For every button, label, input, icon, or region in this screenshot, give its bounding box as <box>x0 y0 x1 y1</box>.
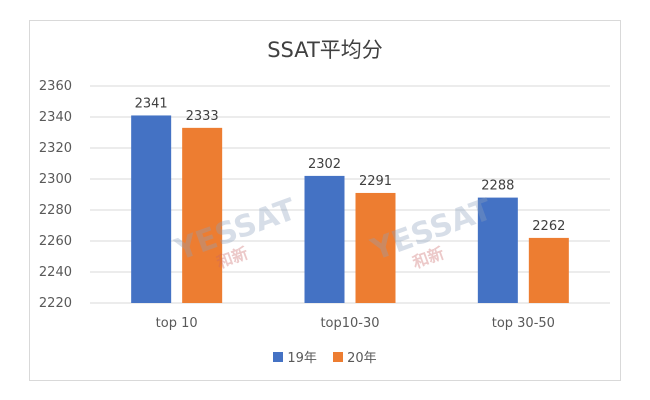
y-tick-label: 2260 <box>39 234 72 249</box>
y-tick-label: 2340 <box>39 110 72 125</box>
bar <box>477 197 518 303</box>
data-label: 2302 <box>308 157 341 172</box>
legend-label-19: 19年 <box>287 351 317 366</box>
data-label: 2341 <box>135 96 168 111</box>
bar <box>355 192 396 303</box>
y-tick-label: 2360 <box>39 79 72 94</box>
data-label: 2262 <box>532 219 565 234</box>
y-tick-label: 2320 <box>39 141 72 156</box>
chart-title: SSAT平均分 <box>267 38 383 62</box>
legend-label-20: 20年 <box>347 351 377 366</box>
data-label: 2288 <box>481 179 514 194</box>
x-tick-label: top10-30 <box>320 316 379 331</box>
legend: 19年 20年 <box>0 347 650 366</box>
y-tick-label: 2300 <box>39 172 72 187</box>
bar <box>131 115 172 303</box>
bar <box>304 175 345 303</box>
y-tick-label: 2280 <box>39 203 72 218</box>
legend-swatch-19 <box>273 351 284 362</box>
x-tick-label: top 10 <box>156 316 198 331</box>
bar <box>528 237 569 303</box>
data-label: 2291 <box>359 174 392 189</box>
legend-item-19: 19年 <box>273 347 317 366</box>
legend-swatch-20 <box>333 351 344 362</box>
x-tick-label: top 30-50 <box>492 316 555 331</box>
y-tick-label: 2220 <box>39 296 72 311</box>
bar <box>182 127 223 303</box>
data-label: 2333 <box>186 109 219 124</box>
legend-item-20: 20年 <box>333 347 377 366</box>
y-tick-label: 2240 <box>39 265 72 280</box>
